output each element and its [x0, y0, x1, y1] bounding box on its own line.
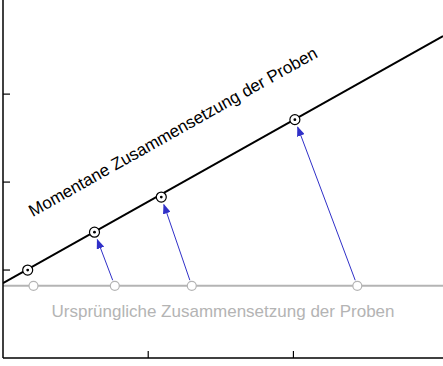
point-ring — [187, 281, 196, 290]
arrow — [164, 205, 190, 281]
plot-area — [3, 36, 443, 290]
arrow — [97, 240, 112, 281]
point-dot — [160, 196, 163, 199]
x-tick — [293, 351, 294, 358]
point-dot — [26, 269, 29, 272]
point — [110, 281, 119, 290]
point — [290, 115, 300, 125]
point — [156, 192, 166, 202]
arrow — [298, 127, 356, 280]
y-tick — [3, 94, 10, 95]
y-tick — [3, 181, 10, 182]
point-dot — [93, 231, 96, 234]
series-line — [3, 285, 443, 287]
x-axis — [3, 357, 443, 359]
y-axis — [2, 0, 4, 358]
point — [29, 281, 38, 290]
point — [187, 281, 196, 290]
point — [353, 281, 362, 290]
axes — [3, 0, 443, 358]
y-tick — [3, 269, 10, 270]
point-ring — [353, 281, 362, 290]
point-dot — [293, 118, 296, 121]
point-ring — [110, 281, 119, 290]
point-ring — [89, 227, 99, 237]
x-tick — [148, 351, 149, 358]
line-label: Ursprüngliche Zusammensetzung der Proben — [51, 302, 394, 321]
point-ring — [23, 265, 33, 275]
point-ring — [29, 281, 38, 290]
point — [89, 227, 99, 237]
labels: Momentane Zusammensetzung der Proben Ursp… — [25, 43, 394, 320]
line-label: Momentane Zusammensetzung der Proben — [25, 43, 320, 220]
point-ring — [156, 192, 166, 202]
point-ring — [290, 115, 300, 125]
point — [23, 265, 33, 275]
chart-root: Momentane Zusammensetzung der Proben Ursp… — [0, 0, 443, 366]
chart: Momentane Zusammensetzung der Proben Ursp… — [0, 0, 443, 366]
series-line — [3, 36, 443, 283]
